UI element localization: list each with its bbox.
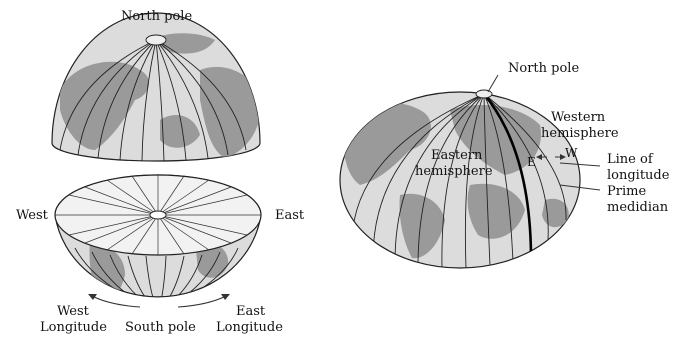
- north-pole-leader: [487, 74, 499, 93]
- w-marker-label: W: [565, 146, 578, 160]
- southern-hemisphere-bowl: [54, 174, 262, 298]
- east-longitude-label-2: Longitude: [216, 320, 283, 335]
- south-pole-label: South pole: [125, 320, 196, 335]
- northern-hemisphere-dome: [51, 12, 261, 162]
- right-north-pole-label: North pole: [508, 61, 579, 76]
- east-longitude-label-1: East: [236, 304, 266, 319]
- w-arrowhead: [560, 154, 566, 160]
- eastern-hemisphere-label-2: hemisphere: [415, 164, 493, 179]
- west-label: West: [16, 208, 49, 223]
- west-arrow: [91, 295, 141, 308]
- line-of-longitude-label-2: longitude: [607, 168, 670, 183]
- longitude-arrows: [88, 294, 230, 308]
- globe: [339, 89, 581, 269]
- northern-meridians: [59, 39, 247, 161]
- north-pole-cap: [145, 34, 167, 46]
- line-of-longitude-label-1: Line of: [607, 152, 654, 167]
- left-north-pole-label: North pole: [121, 9, 192, 24]
- western-hemisphere-label-2: hemisphere: [541, 126, 619, 141]
- west-arrowhead: [88, 294, 97, 300]
- prime-meridian-line: [482, 93, 533, 256]
- western-hemisphere-label-1: Western: [551, 110, 606, 125]
- globe-meridians: [351, 93, 567, 268]
- northern-landmasses: [60, 33, 260, 158]
- east-label: East: [275, 208, 305, 223]
- west-longitude-label-2: Longitude: [40, 320, 107, 335]
- east-arrow: [177, 295, 227, 308]
- equatorial-spokes: [55, 175, 261, 255]
- globe-north-pole-cap: [475, 89, 493, 99]
- e-arrowhead: [536, 154, 542, 160]
- prime-meridian-label-1: Prime: [607, 184, 646, 199]
- prime-meridian-leader: [559, 184, 601, 191]
- southern-meridians: [74, 247, 239, 297]
- e-marker-label: E: [527, 155, 536, 169]
- line-of-longitude-leader: [559, 162, 601, 167]
- center-hub: [149, 210, 167, 220]
- globe-landmasses: [343, 102, 569, 259]
- right-leader-lines: [487, 74, 601, 191]
- eastern-hemisphere-label-1: Eastern: [431, 148, 483, 163]
- west-longitude-label-1: West: [57, 304, 90, 319]
- east-arrowhead: [221, 294, 230, 300]
- prime-meridian-label-2: medidian: [607, 200, 669, 215]
